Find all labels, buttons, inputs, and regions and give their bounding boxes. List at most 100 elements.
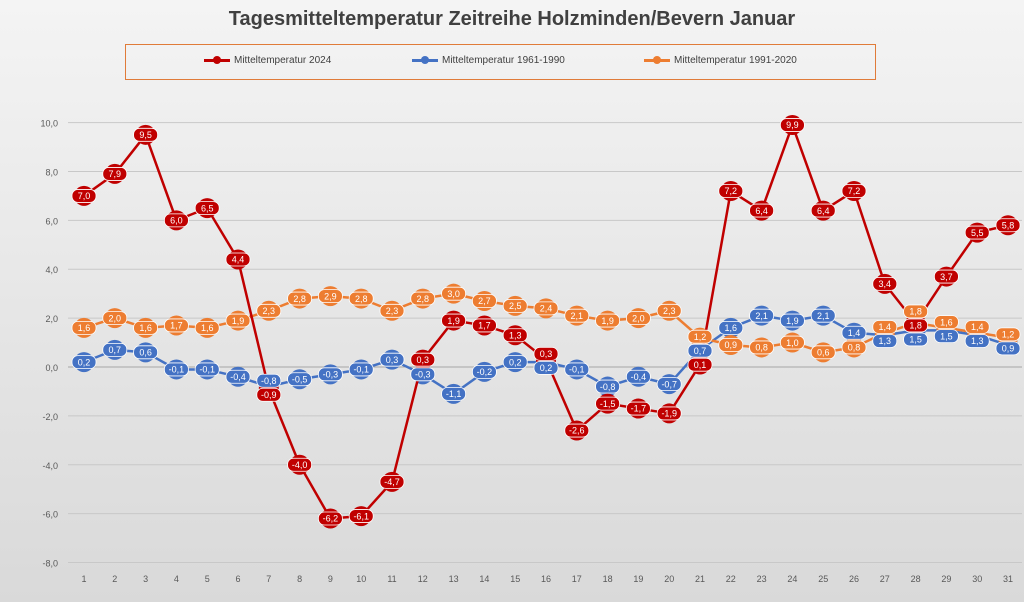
data-label: 2,8	[355, 294, 368, 304]
x-tick-label: 12	[418, 574, 428, 584]
data-label: 9,5	[139, 130, 152, 140]
data-label-background	[471, 318, 497, 333]
x-tick-label: 16	[541, 574, 551, 584]
data-label: 0,6	[817, 348, 830, 358]
data-label-background	[626, 311, 651, 326]
data-label-background	[71, 320, 97, 335]
data-label: 1,6	[78, 323, 91, 333]
data-label-background	[133, 127, 159, 142]
data-label: -6,2	[323, 514, 339, 524]
data-label: 1,2	[694, 332, 707, 342]
data-label: 2,0	[109, 313, 122, 323]
data-label-background	[595, 313, 620, 328]
data-label-background	[71, 355, 97, 370]
data-label: 1,3	[971, 336, 984, 346]
data-label: 1,9	[601, 316, 614, 326]
data-label: 6,0	[170, 216, 183, 226]
data-label-background	[287, 291, 313, 306]
x-tick-label: 13	[449, 574, 459, 584]
data-label-background	[903, 304, 928, 319]
data-label-background	[102, 167, 128, 181]
legend-item-1961-1990: Mitteltemperatur 1961-1990	[412, 55, 565, 66]
x-tick-label: 26	[849, 574, 859, 584]
data-label-background	[841, 340, 867, 355]
data-label: 5,5	[971, 228, 984, 238]
data-label: 1,9	[232, 316, 245, 326]
data-label: 1,2	[1002, 330, 1015, 340]
data-label-background	[317, 367, 343, 382]
data-label-background	[934, 269, 959, 284]
data-label: 1,9	[786, 316, 799, 326]
data-label-background	[102, 342, 128, 357]
data-label: -4,7	[384, 477, 400, 487]
legend-label: Mitteltemperatur 1961-1990	[442, 55, 565, 66]
data-label-background	[225, 313, 251, 328]
x-tick-label: 7	[266, 574, 271, 584]
data-label-background	[225, 252, 251, 267]
data-label-background	[379, 474, 405, 489]
legend: Mitteltemperatur 2024 Mitteltemperatur 1…	[125, 44, 876, 80]
x-tick-label: 20	[664, 574, 674, 584]
data-label-background	[379, 303, 405, 318]
data-label-background	[410, 352, 436, 367]
data-label-background	[780, 335, 805, 350]
data-label-background	[749, 340, 774, 355]
data-label-background	[163, 318, 189, 333]
data-label-background	[995, 341, 1021, 356]
data-label: 1,3	[879, 336, 892, 346]
data-label-background	[872, 277, 898, 291]
data-label: 0,7	[694, 346, 707, 356]
data-label-background	[687, 343, 713, 358]
data-label-background	[133, 320, 159, 335]
data-label: -1,1	[446, 389, 462, 399]
data-label-background	[502, 355, 528, 370]
data-label: 2,1	[571, 311, 584, 321]
y-tick-label: 8,0	[45, 167, 58, 177]
data-label-background	[410, 291, 436, 306]
data-label-background	[964, 334, 990, 348]
data-label-background	[934, 329, 959, 344]
data-label-background	[287, 372, 313, 387]
x-tick-label: 9	[328, 574, 333, 584]
legend-item-1991-2020: Mitteltemperatur 1991-2020	[644, 55, 797, 66]
data-label: 1,7	[170, 321, 183, 331]
data-label-background	[934, 315, 959, 330]
data-label: -0,7	[661, 379, 677, 389]
x-tick-label: 2	[112, 574, 117, 584]
data-label-background	[348, 509, 374, 523]
x-tick-label: 29	[941, 574, 951, 584]
data-label-background	[656, 303, 682, 318]
data-label-background	[780, 313, 805, 328]
data-label: 2,8	[417, 294, 430, 304]
data-label: 2,5	[509, 301, 522, 311]
legend-item-2024: Mitteltemperatur 2024	[204, 55, 331, 66]
data-label: -0,1	[569, 365, 585, 375]
data-label: 0,3	[540, 349, 553, 359]
x-tick-label: 1	[81, 574, 86, 584]
data-label-background	[903, 332, 928, 347]
data-label-background	[102, 311, 128, 326]
y-tick-label: -8,0	[42, 559, 58, 569]
data-label-background	[194, 201, 220, 216]
x-tick-label: 28	[911, 574, 921, 584]
x-tick-label: 24	[787, 574, 797, 584]
data-label-background	[995, 218, 1021, 233]
data-label: 1,8	[909, 321, 922, 331]
y-tick-label: 4,0	[45, 265, 58, 275]
data-label: 2,8	[293, 294, 306, 304]
data-label: 3,7	[940, 272, 953, 282]
x-tick-label: 11	[387, 574, 396, 584]
data-label: -0,9	[261, 390, 277, 400]
y-tick-label: 2,0	[45, 314, 58, 324]
y-tick-label: 6,0	[45, 216, 58, 226]
data-label: 7,9	[109, 169, 122, 179]
x-tick-label: 17	[572, 574, 582, 584]
data-label-background	[872, 334, 898, 348]
x-tick-label: 19	[633, 574, 643, 584]
data-label: 5,8	[1002, 220, 1015, 230]
data-label-background	[441, 313, 467, 328]
data-label: 2,0	[632, 313, 645, 323]
data-label-background	[256, 387, 282, 402]
data-label: 0,9	[725, 340, 738, 350]
